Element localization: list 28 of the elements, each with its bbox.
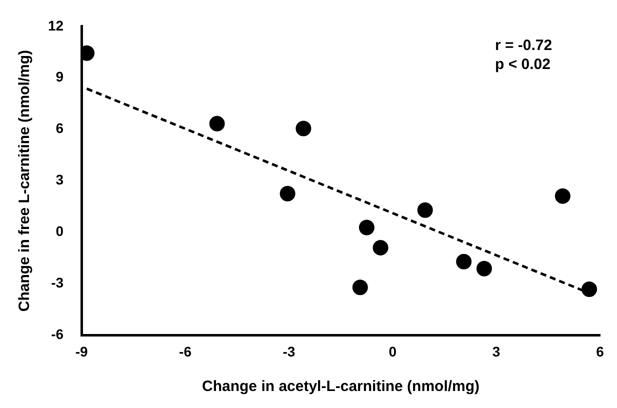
point: [554, 188, 570, 204]
y-tick-label: -6: [51, 326, 64, 342]
point: [456, 254, 472, 270]
point: [352, 280, 368, 296]
y-tick-label: 0: [56, 223, 64, 240]
point: [372, 240, 388, 256]
annotation: r = -0.72: [495, 37, 552, 54]
x-tick-label: 0: [388, 343, 397, 360]
point: [280, 186, 296, 202]
point: [582, 281, 598, 297]
point: [476, 260, 492, 276]
y-tick-label: 3: [56, 172, 64, 188]
point: [417, 202, 433, 218]
point: [358, 220, 374, 236]
point: [296, 120, 312, 136]
x-axis-title: Change in acetyl-L-carnitine (nmol/mg): [202, 378, 480, 396]
annotation: p < 0.02: [495, 56, 550, 74]
x-tick-label: -3: [282, 343, 296, 360]
point: [209, 116, 225, 132]
x-tick-label: 6: [596, 343, 604, 360]
x-tick-label: 3: [492, 343, 500, 360]
y-tick-label: 12: [48, 17, 64, 34]
x-tick-label: -9: [75, 343, 88, 360]
y-tick-label: 9: [56, 68, 64, 85]
x-tick-label: -6: [179, 343, 192, 360]
y-tick-label: -3: [51, 274, 64, 291]
y-axis-title: Change in free L-carnitine (nmol/mg): [16, 50, 34, 312]
y-tick-label: 6: [56, 120, 64, 136]
